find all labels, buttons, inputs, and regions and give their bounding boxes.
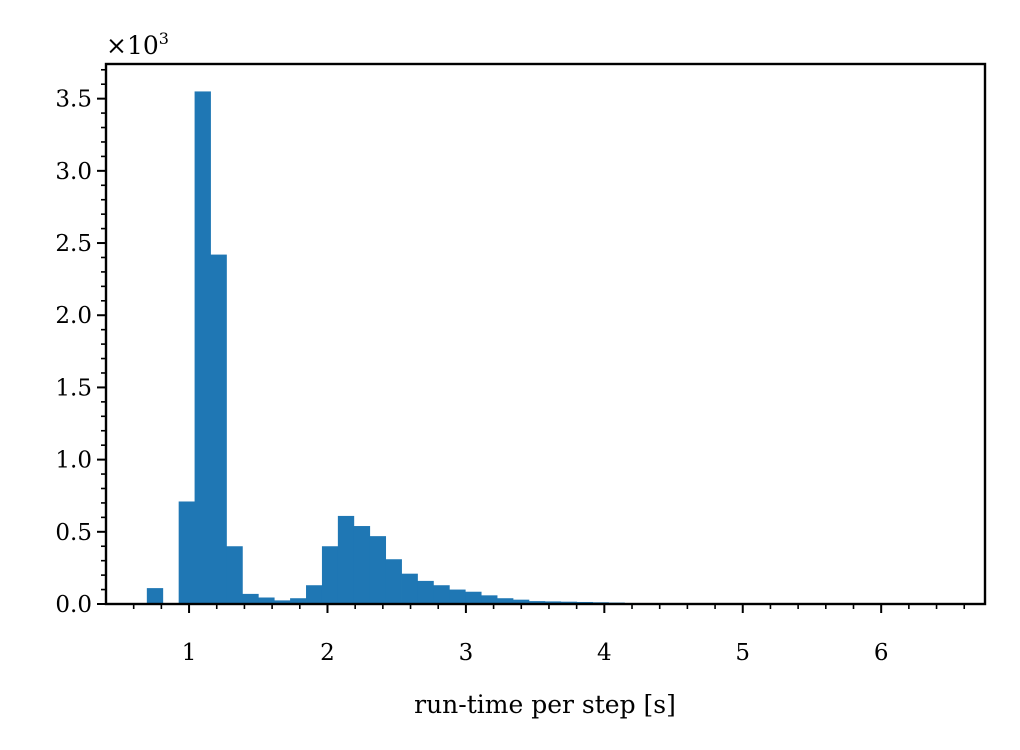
histogram-bar — [465, 591, 482, 604]
x-tick-label: 5 — [735, 640, 750, 666]
histogram-bar — [433, 585, 450, 604]
y-tick-label: 0.5 — [55, 520, 92, 546]
x-axis-ticks: 1 2 3 4 5 6 — [132, 604, 966, 666]
y-multiplier: ×103 — [106, 29, 169, 60]
y-axis-ticks: 0.0 0.5 1.0 1.5 2.0 2.5 3.0 3.5 — [55, 68, 106, 618]
histogram-bar — [481, 595, 498, 604]
histogram-bar — [337, 515, 355, 604]
x-tick-label: 2 — [320, 640, 335, 666]
y-tick-label: 2.5 — [55, 231, 92, 257]
histogram-bar — [146, 588, 164, 604]
x-axis-label: run-time per step [s] — [414, 690, 676, 719]
histogram-bar — [210, 254, 227, 604]
y-tick-label: 1.5 — [55, 375, 92, 401]
histogram-bar — [242, 593, 259, 604]
histogram-bar — [353, 526, 371, 604]
histogram-bar — [385, 559, 402, 604]
plot-frame — [104, 62, 987, 606]
histogram-bar — [290, 598, 307, 604]
histogram-bar — [369, 536, 387, 604]
y-tick-label: 2.0 — [55, 303, 92, 329]
histogram-bar — [194, 91, 211, 604]
histogram-bar — [512, 599, 530, 604]
histogram-bar — [401, 573, 418, 604]
histogram-bar — [497, 598, 514, 604]
histogram-bar — [528, 601, 546, 604]
x-tick-label: 4 — [597, 640, 612, 666]
y-tick-label: 3.0 — [55, 159, 92, 185]
histogram-bar — [226, 546, 243, 604]
histogram-bar — [544, 601, 562, 604]
y-tick-label: 1.0 — [55, 448, 92, 474]
histogram-bar — [258, 597, 275, 604]
histogram-bar — [274, 600, 291, 604]
x-tick-label: 3 — [459, 640, 474, 666]
histogram-bar — [178, 501, 195, 604]
y-tick-label: 3.5 — [55, 87, 92, 113]
histogram-bar — [417, 580, 434, 604]
histogram-bar — [321, 546, 339, 604]
histogram-bars — [146, 91, 976, 604]
histogram-bar — [306, 585, 323, 604]
y-tick-label: 0.0 — [55, 592, 92, 618]
x-tick-label: 6 — [874, 640, 889, 666]
histogram-bar — [449, 589, 466, 604]
x-tick-label: 1 — [182, 640, 197, 666]
